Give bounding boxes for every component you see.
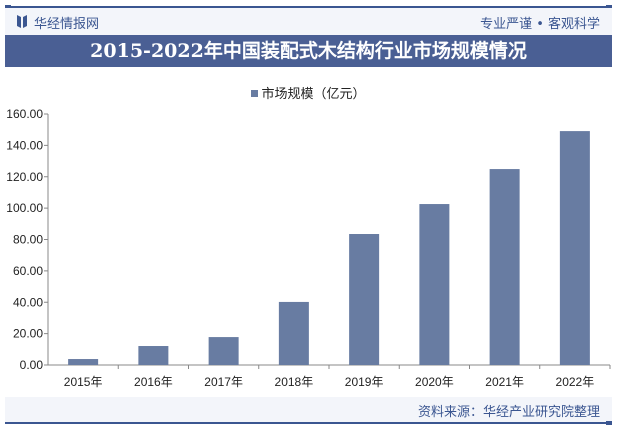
x-tick-label: 2015年 bbox=[64, 375, 103, 389]
y-tick-label: 20.00 bbox=[13, 327, 43, 341]
bar-2016年 bbox=[138, 346, 169, 365]
legend-swatch bbox=[251, 90, 259, 97]
bar-2022年 bbox=[559, 131, 590, 365]
bar-2021年 bbox=[489, 169, 520, 365]
book-logo-icon bbox=[17, 15, 27, 28]
bar-2017年 bbox=[208, 337, 239, 365]
x-tick-label: 2019年 bbox=[345, 375, 384, 389]
bottom-border bbox=[5, 421, 612, 425]
y-tick-label: 100.00 bbox=[6, 201, 43, 215]
y-tick-label: 40.00 bbox=[13, 295, 43, 309]
y-tick-label: 160.00 bbox=[6, 107, 43, 121]
x-tick-label: 2016年 bbox=[134, 375, 173, 389]
footer: 资料来源：华经产业研究院整理 bbox=[5, 397, 612, 422]
chart-title: 2015-2022年中国装配式木结构行业市场规模情况 bbox=[5, 35, 612, 67]
bar-2018年 bbox=[278, 301, 309, 365]
legend: 市场规模（亿元） bbox=[0, 83, 617, 102]
bar-2019年 bbox=[349, 234, 380, 365]
bar-2020年 bbox=[419, 204, 450, 365]
legend-label: 市场规模（亿元） bbox=[261, 87, 366, 102]
y-tick-label: 80.00 bbox=[13, 233, 43, 247]
y-tick-label: 60.00 bbox=[13, 264, 43, 278]
y-tick-label: 0.00 bbox=[20, 358, 44, 372]
x-tick-label: 2018年 bbox=[275, 375, 314, 389]
header: 华经情报网 专业严谨 • 客观科学 bbox=[5, 8, 612, 35]
x-tick-label: 2021年 bbox=[485, 375, 524, 389]
x-tick-label: 2017年 bbox=[204, 375, 243, 389]
top-border bbox=[5, 5, 612, 9]
y-tick-label: 120.00 bbox=[6, 170, 43, 184]
bar-2015年 bbox=[68, 359, 99, 365]
x-tick-label: 2022年 bbox=[556, 375, 595, 389]
y-tick-label: 140.00 bbox=[6, 138, 43, 152]
slogan: 专业严谨 • 客观科学 bbox=[480, 17, 600, 32]
source-note: 资料来源：华经产业研究院整理 bbox=[417, 405, 600, 420]
x-tick-label: 2020年 bbox=[415, 375, 454, 389]
brand-name: 华经情报网 bbox=[34, 17, 100, 32]
